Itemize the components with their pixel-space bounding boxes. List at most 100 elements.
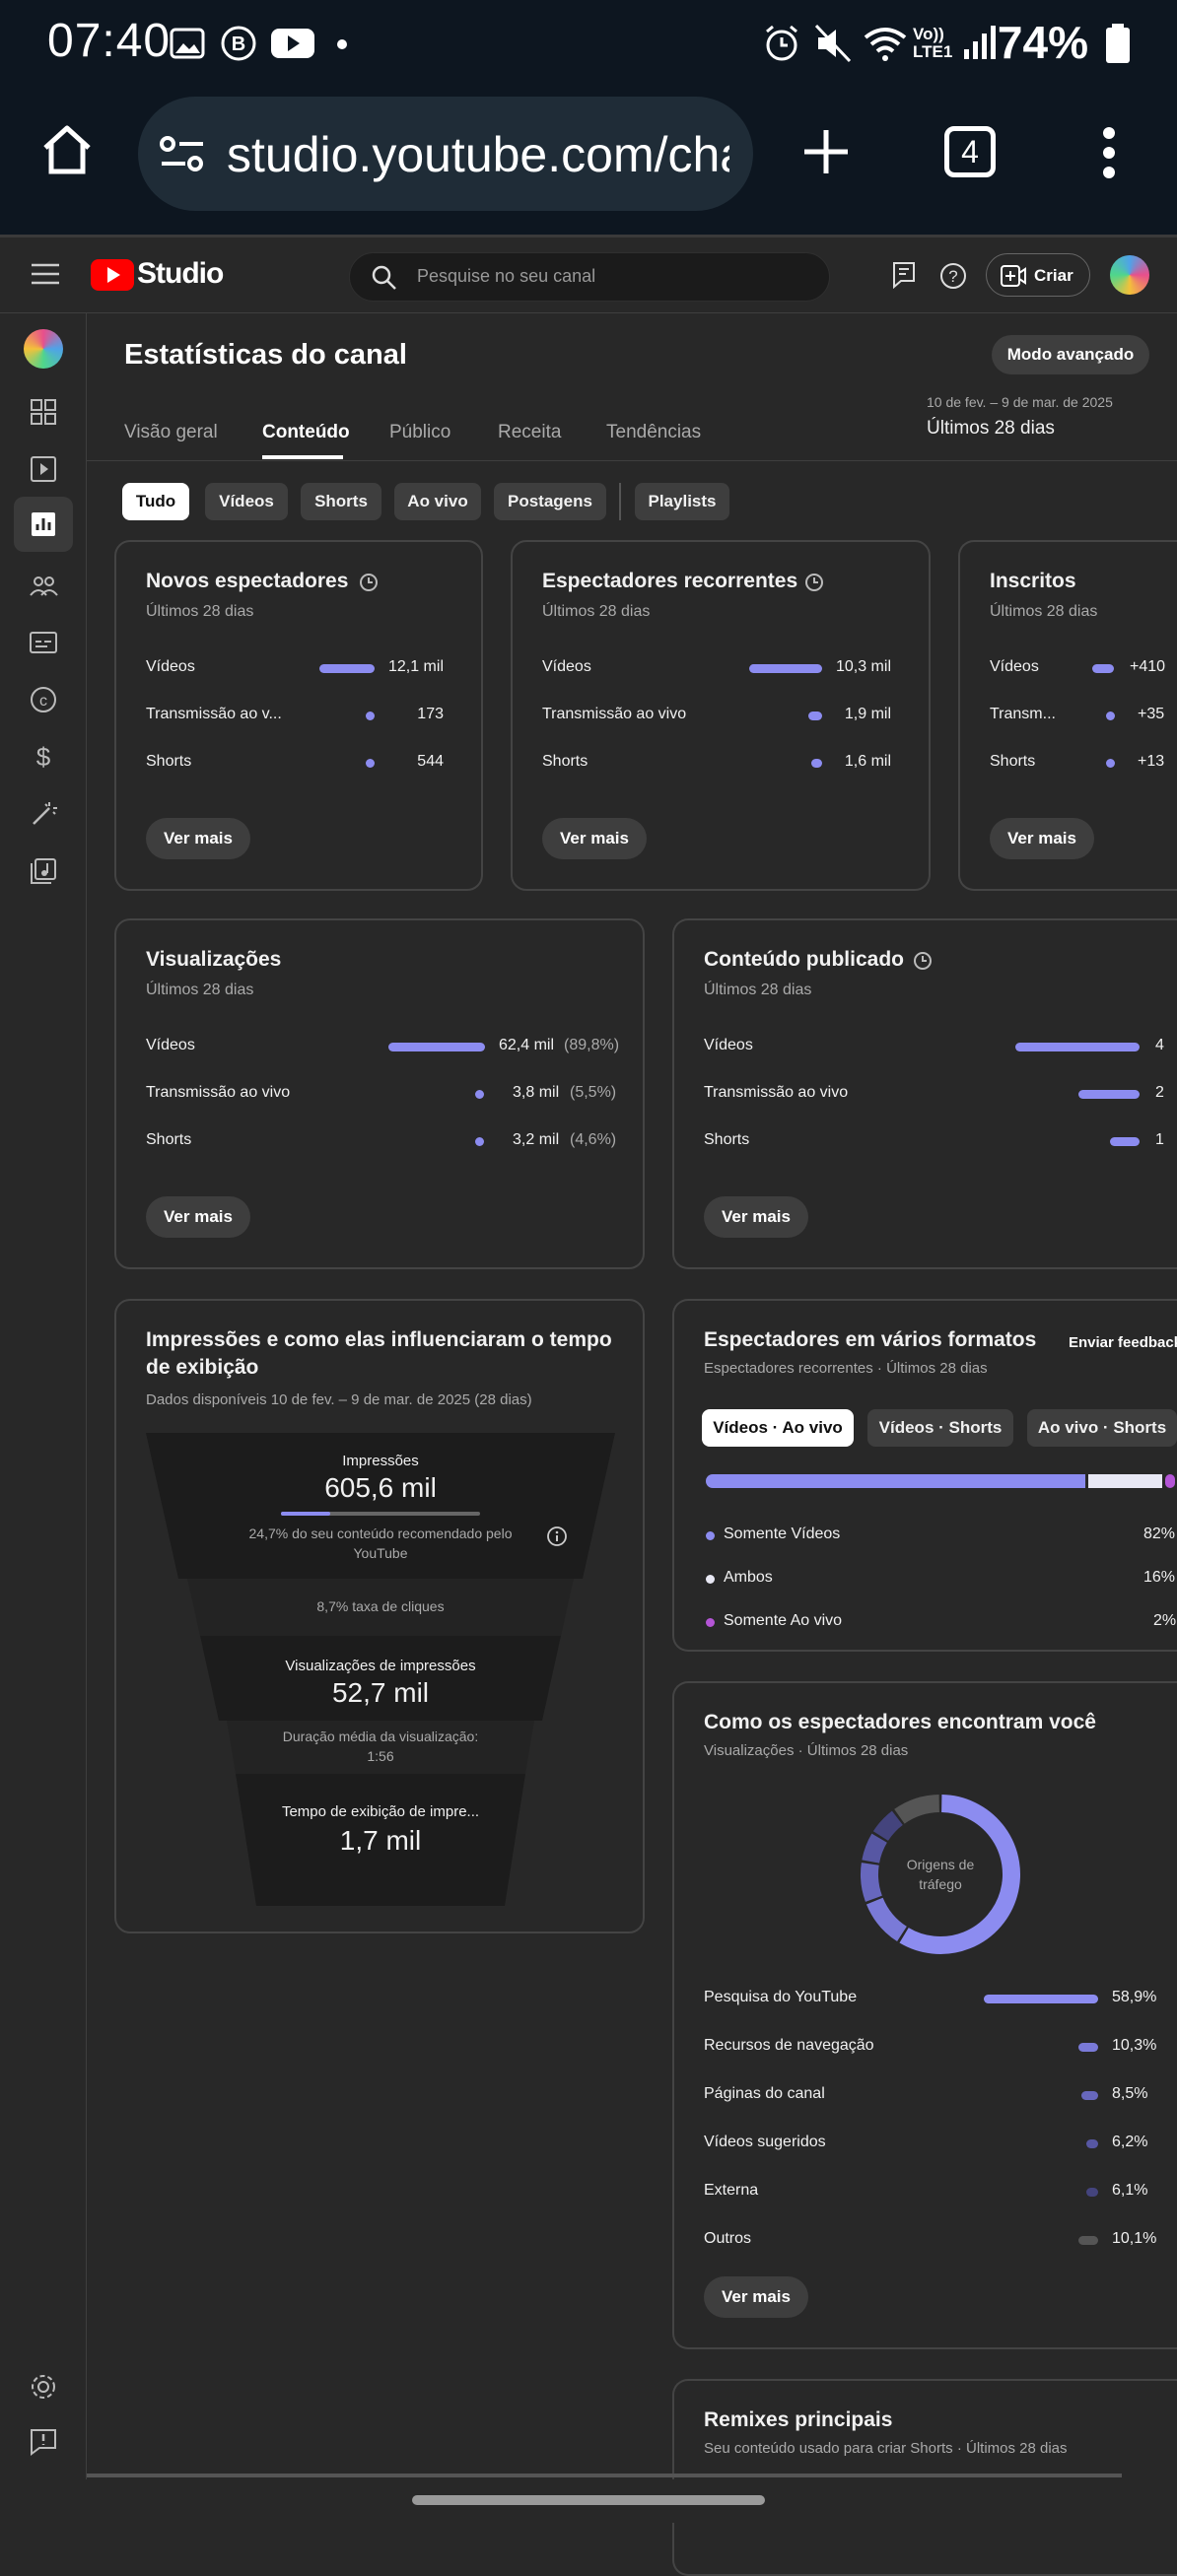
row-label: Transmissão ao vivo (146, 1084, 291, 1101)
status-time: 07:40 (47, 15, 172, 67)
metric-bar (808, 712, 822, 720)
row-label: Vídeos (146, 1037, 195, 1053)
community-icon[interactable] (28, 570, 59, 601)
left-sidebar: c $ (0, 313, 87, 2479)
format-chip-videos-shorts[interactable]: Vídeos · Shorts (867, 1409, 1013, 1447)
row-value: 1,9 mil (844, 706, 891, 722)
format-chip-live-shorts[interactable]: Ao vivo · Shorts (1027, 1409, 1177, 1447)
row-value: 1,6 mil (844, 753, 891, 770)
card-subtitle: Visualizações · Últimos 28 dias (704, 1742, 909, 1759)
copyright-icon[interactable]: c (28, 684, 59, 715)
tab-trends[interactable]: Tendências (606, 422, 702, 442)
dashboard-icon[interactable] (28, 396, 59, 428)
avg-duration-label: Duração média da visualização: (282, 1729, 479, 1744)
home-icon[interactable] (39, 122, 95, 177)
sidebar-item-analytics[interactable] (14, 497, 73, 552)
whatsapp-business-icon: B (221, 26, 256, 61)
more-options-icon[interactable] (1094, 126, 1124, 179)
search-input[interactable]: Pesquise no seu canal (349, 252, 830, 302)
settings-icon[interactable] (28, 2371, 59, 2403)
earn-icon[interactable]: $ (28, 741, 59, 773)
see-more-button[interactable]: Ver mais (990, 818, 1094, 859)
traffic-source-bar (1077, 2043, 1098, 2052)
youtube-logo-icon[interactable] (91, 259, 134, 291)
tab-audience[interactable]: Público (389, 422, 451, 442)
menu-icon[interactable] (32, 263, 59, 285)
row-value: 3,8 mil (513, 1084, 560, 1101)
url-bar[interactable]: studio.youtube.com/cha (138, 97, 753, 211)
card-subtitle: Seu conteúdo usado para criar Shorts · Ú… (704, 2440, 1068, 2457)
row-label: Transmissão ao vivo (542, 706, 687, 722)
row-value: 1 (1155, 1131, 1164, 1148)
audio-library-icon[interactable] (28, 855, 59, 887)
see-more-button[interactable]: Ver mais (146, 1196, 250, 1238)
feedback-icon[interactable] (891, 261, 917, 289)
send-feedback-link[interactable]: Enviar feedback (1069, 1334, 1177, 1351)
traffic-source-value: 6,2% (1112, 2134, 1148, 2150)
recommended-progress-fill (281, 1512, 330, 1516)
traffic-source-value: 58,9% (1112, 1989, 1157, 2005)
advanced-mode-button[interactable]: Modo avançado (992, 335, 1149, 374)
row-label: Vídeos (990, 658, 1039, 675)
card-title: Novos espectadores (146, 570, 349, 592)
chip-all[interactable]: Tudo (122, 483, 189, 520)
format-distribution-bar (706, 1474, 1175, 1488)
alarm-icon (766, 25, 797, 61)
site-settings-icon[interactable] (160, 134, 205, 173)
svg-text:B: B (232, 34, 245, 55)
subtitles-icon[interactable] (28, 627, 59, 658)
row-label: Shorts (146, 1131, 192, 1148)
row-value: +35 (1138, 706, 1165, 722)
account-avatar[interactable] (1110, 255, 1149, 295)
chip-posts[interactable]: Postagens (494, 483, 606, 520)
new-tab-icon[interactable] (800, 126, 852, 177)
metric-bar (388, 1043, 485, 1051)
see-more-button[interactable]: Ver mais (704, 2276, 808, 2318)
see-more-button[interactable]: Ver mais (146, 818, 250, 859)
row-percent: (5,5%) (570, 1084, 617, 1101)
metric-bar (1110, 1137, 1140, 1146)
row-label: Vídeos (542, 658, 591, 675)
donut-center-line1: Origens de (906, 1857, 975, 1872)
period-selector[interactable]: Últimos 28 dias (927, 418, 1055, 439)
card-subtitle: Últimos 28 dias (146, 603, 254, 620)
channel-avatar[interactable] (24, 329, 63, 369)
create-button[interactable]: Criar (986, 253, 1090, 297)
traffic-source-bar (1081, 2091, 1098, 2100)
tab-overview[interactable]: Visão geral (124, 422, 218, 442)
horizontal-scrollbar[interactable] (87, 2474, 1122, 2477)
battery-icon (1106, 24, 1130, 63)
watch-time-label: Tempo de exibição de impre... (281, 1803, 480, 1820)
studio-header: Studio Pesquise no seu canal ? Criar (0, 235, 1177, 313)
chip-playlists[interactable]: Playlists (635, 483, 729, 520)
top-remixes-card: Remixes principais Seu conteúdo usado pa… (672, 2379, 1177, 2576)
customization-icon[interactable] (28, 798, 59, 830)
card-subtitle: Espectadores recorrentes · Últimos 28 di… (704, 1360, 988, 1377)
card-title: Visualizações (146, 948, 282, 971)
row-label: Transmissão ao v... (146, 706, 282, 722)
format-segment (706, 1474, 1085, 1488)
date-range[interactable]: 10 de fev. – 9 de mar. de 2025 (927, 394, 1113, 410)
row-value: 62,4 mil (499, 1037, 555, 1053)
send-feedback-icon[interactable] (28, 2426, 59, 2458)
see-more-button[interactable]: Ver mais (704, 1196, 808, 1238)
impressions-card: Impressões e como elas influenciaram o t… (114, 1299, 645, 1933)
tab-revenue[interactable]: Receita (498, 422, 562, 442)
content-icon[interactable] (28, 453, 59, 485)
chip-live[interactable]: Ao vivo (394, 483, 481, 520)
tab-switcher-button[interactable]: 4 (944, 126, 996, 177)
card-title: Espectadores recorrentes (542, 570, 798, 592)
clock-icon (805, 574, 823, 591)
traffic-source-label: Outros (704, 2230, 752, 2247)
gesture-handle[interactable] (412, 2495, 765, 2505)
tab-content[interactable]: Conteúdo (262, 422, 350, 442)
info-icon[interactable] (546, 1525, 568, 1547)
clock-icon (360, 574, 378, 591)
see-more-button[interactable]: Ver mais (542, 818, 647, 859)
new-viewers-card: Novos espectadores Últimos 28 dias Vídeo… (114, 540, 483, 891)
chip-shorts[interactable]: Shorts (301, 483, 381, 520)
legend-label: Somente Vídeos (724, 1525, 841, 1542)
format-chip-videos-live[interactable]: Vídeos · Ao vivo (702, 1409, 854, 1447)
help-icon[interactable]: ? (938, 261, 968, 291)
chip-videos[interactable]: Vídeos (205, 483, 288, 520)
